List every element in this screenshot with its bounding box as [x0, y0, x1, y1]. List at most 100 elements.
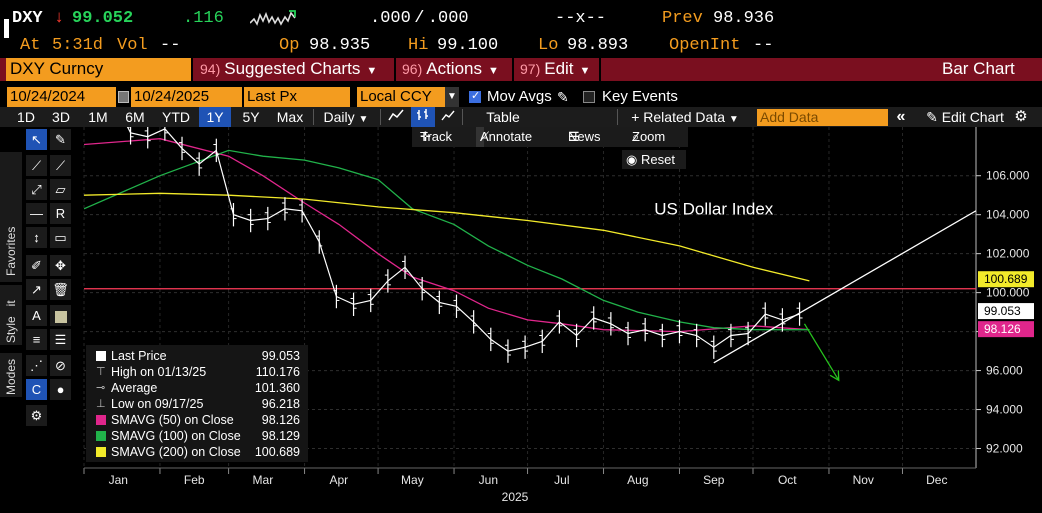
news-label: News [568, 129, 601, 144]
quote-line-1: DXY ↓ 99.052 .116 .000 / .000 --x-- Prev… [0, 9, 1042, 38]
horizontal-line-icon[interactable]: — [26, 203, 47, 224]
bar-chart-icon[interactable] [411, 107, 435, 127]
mov-avgs-checkbox[interactable] [469, 89, 481, 103]
legend-row[interactable]: SMAVG (50) on Close 98.126 [86, 412, 308, 428]
legend-value: 110.176 [255, 365, 300, 379]
segment-line-icon[interactable]: ⤢ [26, 179, 47, 200]
ticker-symbol[interactable]: DXY [12, 9, 43, 28]
chart-style-icon[interactable] [439, 107, 457, 127]
period-1m[interactable]: 1M [88, 109, 108, 125]
settings-gear-icon[interactable]: ⚙ [1014, 108, 1028, 125]
legend-value: 98.129 [261, 429, 300, 443]
end-date-field[interactable]: 10/24/2025 [131, 87, 242, 107]
mov-avgs-label: Mov Avgs [487, 88, 552, 105]
legend-row[interactable]: ⊤ High on 01/13/25 110.176 [86, 364, 308, 380]
legend-label: Last Price [111, 349, 167, 363]
last-price: 99.052 [72, 9, 134, 28]
add-data-input[interactable]: Add Data [757, 109, 888, 126]
trendline-icon[interactable]: ⟋ [26, 155, 47, 176]
pencil-icon[interactable]: ✎ [557, 89, 569, 105]
table-button[interactable]: Table [486, 109, 520, 125]
price-tag-box [978, 303, 1034, 320]
move-icon[interactable]: ✥ [50, 255, 71, 276]
zoom-icon: ⌕ [632, 129, 640, 144]
brush-icon[interactable]: ✐ [26, 255, 47, 276]
annotate-pen-icon[interactable]: ✎ [50, 129, 71, 150]
currency-select[interactable]: Local CCY ▼ [357, 87, 459, 107]
modes-tab[interactable]: Modes [0, 353, 22, 397]
ray-line-icon[interactable]: ⟋ [50, 155, 71, 176]
rectangle-icon[interactable]: ▭ [50, 227, 71, 248]
legend-value: 101.360 [254, 381, 300, 395]
legend-row[interactable]: Last Price 99.053 [86, 348, 308, 364]
legend-value: 98.126 [261, 413, 300, 427]
legend-row[interactable]: SMAVG (200) on Close 100.689 [86, 444, 308, 460]
period-max[interactable]: Max [276, 109, 304, 125]
period-1d[interactable]: 1D [17, 109, 35, 125]
reset-icon: ◉ [626, 152, 641, 167]
suggested-charts-menu[interactable]: 94) Suggested Charts ▼ [196, 58, 394, 81]
edit-chart-button[interactable]: ✎ Edit Chart [914, 107, 1016, 127]
collapse-icon[interactable]: « [896, 108, 906, 125]
caret-down-icon: ▼ [728, 114, 739, 125]
vol-value: -- [160, 36, 181, 55]
select-cursor-icon[interactable]: ↖ [26, 129, 47, 150]
line-chart-icon[interactable] [383, 107, 409, 127]
at-label: At [20, 36, 41, 55]
key-events-checkbox[interactable] [583, 91, 595, 103]
start-date-field[interactable]: 10/24/2024 [7, 87, 116, 107]
suggested-charts-number: 94) [200, 61, 221, 77]
x-tick-label: Jan [109, 473, 128, 487]
related-data-label: Related Data [643, 109, 725, 125]
caret-down-icon: ▼ [358, 114, 369, 125]
field-select[interactable]: Last Px [244, 87, 350, 107]
x-tick-label: Jul [554, 473, 569, 487]
news-icon: ☰ [568, 129, 580, 144]
y-tick-label: 104.000 [986, 208, 1030, 222]
reset-button[interactable]: ◉ Reset [622, 150, 686, 169]
style-tab[interactable]: Style [0, 307, 22, 345]
edit-menu[interactable]: 97) Edit ▼ [516, 58, 599, 81]
style-tab-label: Style [4, 316, 18, 343]
fill-color-icon[interactable] [50, 305, 71, 326]
menu-bar: DXY Curncy 94) Suggested Charts ▼ 96) Actio… [0, 58, 1042, 81]
bid-ask-size: --x-- [555, 9, 607, 28]
crosshair-mode-icon[interactable]: ⋰ [26, 355, 47, 376]
legend-row[interactable]: ⊸ Average 101.360 [86, 380, 308, 396]
retracement-icon[interactable]: R [50, 203, 71, 224]
magnet-mode-icon[interactable]: ⊘ [50, 355, 71, 376]
quote-line-2: At 5:31d Vol -- Op 98.935 Hi 99.100 Lo 9… [0, 36, 1042, 57]
x-tick-label: Nov [853, 473, 874, 487]
recolor-mode-icon[interactable]: C [26, 379, 47, 400]
text-style-icon[interactable]: A [26, 305, 47, 326]
line-style-icon[interactable]: ☰ [50, 329, 71, 350]
calendar-icon[interactable] [118, 91, 129, 103]
legend-value: 96.218 [261, 397, 300, 411]
related-data-button[interactable]: + Related Data ▼ [620, 107, 750, 127]
legend-row[interactable]: ⊥ Low on 09/17/25 96.218 [86, 396, 308, 412]
legend-value: 100.689 [254, 445, 300, 459]
period-1y[interactable]: 1Y [199, 107, 231, 127]
period-3d[interactable]: 3D [52, 109, 70, 125]
favorites-tab[interactable]: Favorites [0, 152, 22, 282]
period-ytd[interactable]: YTD [162, 109, 190, 125]
plus-icon: + [631, 109, 644, 125]
open-interest-label: OpenInt [669, 36, 741, 55]
frequency-select[interactable]: Daily ▼ [316, 107, 376, 127]
annotate-button[interactable]: ⟋ Annotate [476, 127, 532, 147]
period-6m[interactable]: 6M [125, 109, 145, 125]
pointer-edit-icon[interactable]: ↗ [26, 279, 47, 300]
actions-menu[interactable]: 96) Actions ▼ [398, 58, 512, 81]
palette-icon[interactable]: ● [50, 379, 71, 400]
channel-icon[interactable]: ▱ [50, 179, 71, 200]
x-tick-label: Apr [330, 473, 349, 487]
legend-row[interactable]: SMAVG (100) on Close 98.129 [86, 428, 308, 444]
trash-icon[interactable]: 🗑 [50, 279, 71, 300]
low-marker-icon: ⊥ [96, 398, 106, 410]
security-field[interactable]: DXY Curncy [6, 58, 191, 81]
toolbar-settings-gear-icon[interactable]: ⚙ [26, 405, 47, 426]
vertical-tool-icon[interactable]: ↕ [26, 227, 47, 248]
line-weight-icon[interactable]: ≡ [26, 329, 47, 350]
period-5y[interactable]: 5Y [242, 109, 260, 125]
